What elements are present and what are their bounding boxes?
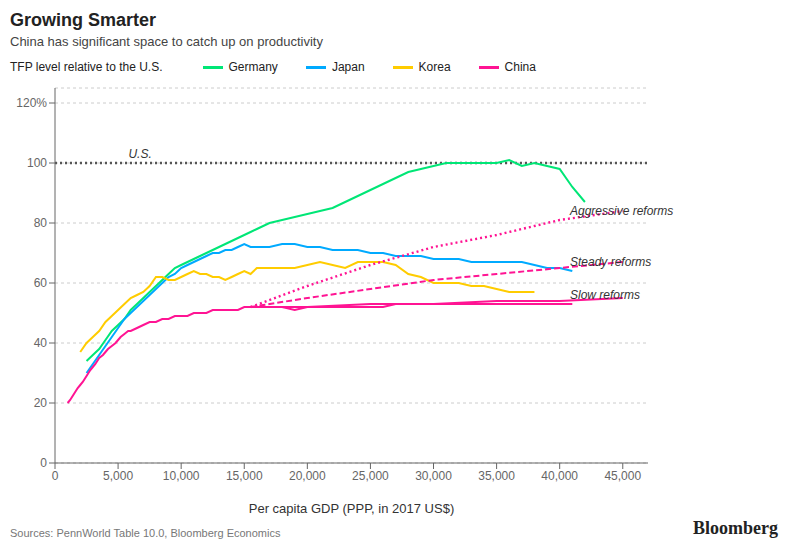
svg-text:20: 20 (34, 396, 48, 410)
svg-text:60: 60 (34, 276, 48, 290)
svg-text:45,000: 45,000 (604, 469, 641, 483)
html-text:Korea: Korea (418, 60, 451, 74)
html-text:Growing Smarter: Growing Smarter (10, 10, 156, 30)
svg-text:15,000: 15,000 (226, 469, 263, 483)
svg-text:0: 0 (52, 469, 59, 483)
svg-text:30,000: 30,000 (415, 469, 452, 483)
html-text:Sources: PennWorld Table 10.0,: Sources: PennWorld Table 10.0, Bloomberg… (10, 527, 281, 539)
svg-text:100: 100 (27, 156, 47, 170)
html-text:Bloomberg: Bloomberg (693, 518, 778, 538)
svg-text:40,000: 40,000 (541, 469, 578, 483)
svg-text:U.S.: U.S. (128, 147, 151, 161)
svg-text:25,000: 25,000 (352, 469, 389, 483)
html-text:China: China (504, 60, 536, 74)
svg-text:40: 40 (34, 336, 48, 350)
svg-text:35,000: 35,000 (478, 469, 515, 483)
svg-text:Aggressive reforms: Aggressive reforms (569, 204, 673, 218)
svg-text:120%: 120% (16, 96, 47, 110)
svg-text:Steady reforms: Steady reforms (570, 255, 651, 269)
svg-text:5,000: 5,000 (103, 469, 133, 483)
html-text:Germany: Germany (228, 60, 278, 74)
svg-text:80: 80 (34, 216, 48, 230)
html-text:Japan: Japan (331, 60, 365, 74)
html-text:China has significant space to: China has significant space to catch up … (10, 34, 323, 49)
svg-text:Per capita GDP (PPP, in 2017 U: Per capita GDP (PPP, in 2017 US$) (249, 501, 454, 516)
svg-text:10,000: 10,000 (163, 469, 200, 483)
html-text:TFP level relative to the U.S.: TFP level relative to the U.S. (10, 60, 163, 74)
svg-text:Slow reforms: Slow reforms (570, 288, 640, 302)
svg-text:20,000: 20,000 (289, 469, 326, 483)
svg-text:0: 0 (40, 456, 47, 470)
